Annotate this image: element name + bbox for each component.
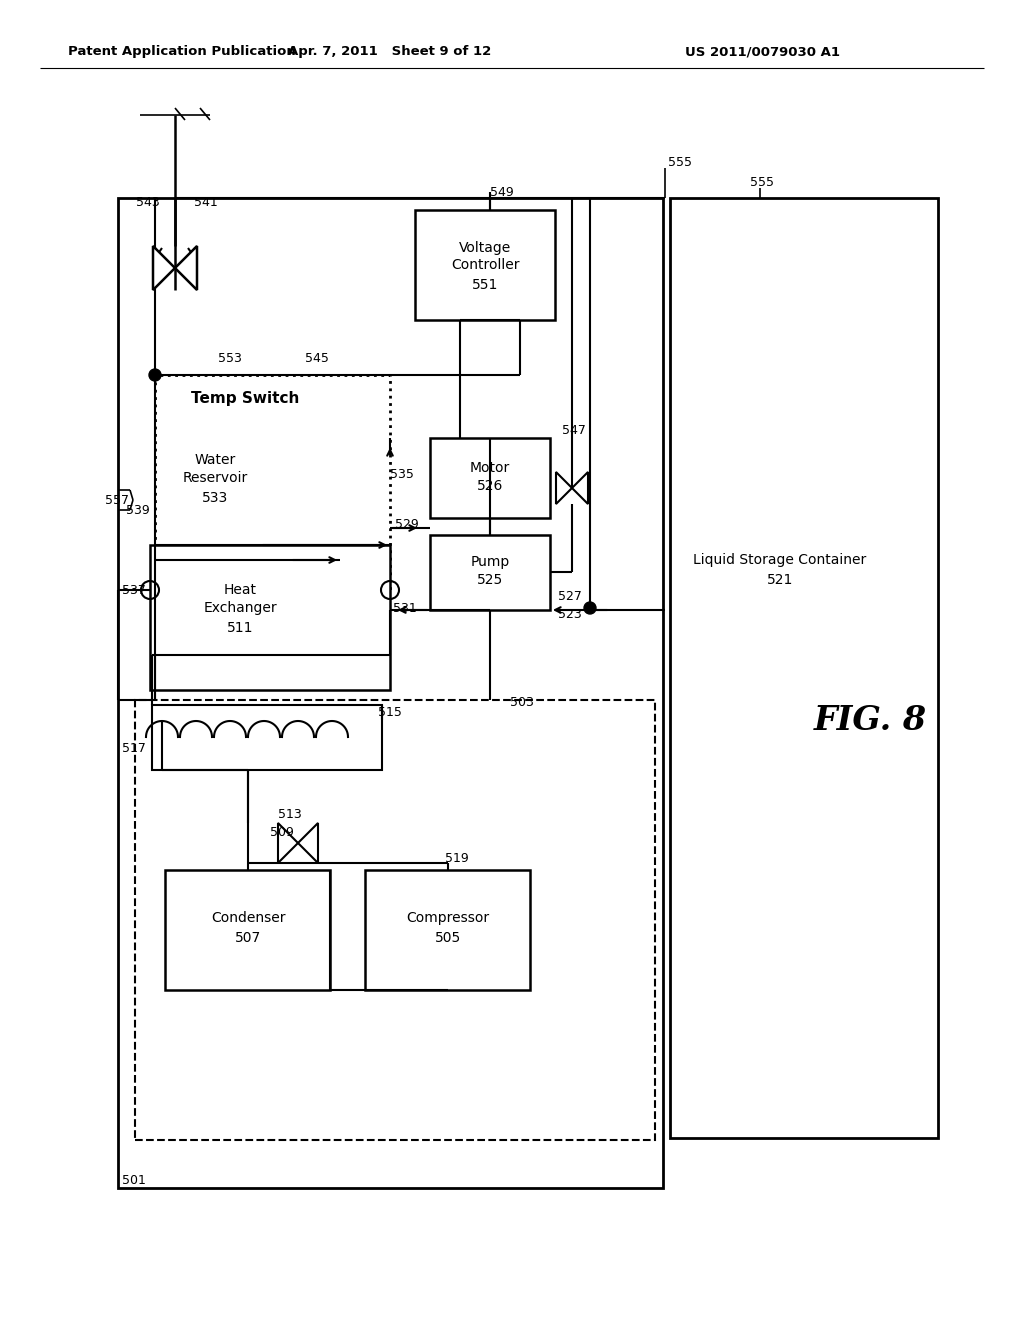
Text: 526: 526 bbox=[477, 479, 503, 492]
Text: 531: 531 bbox=[393, 602, 417, 615]
Text: 555: 555 bbox=[750, 176, 774, 189]
Polygon shape bbox=[175, 246, 197, 290]
Text: 501: 501 bbox=[122, 1173, 145, 1187]
Text: Exchanger: Exchanger bbox=[203, 601, 276, 615]
Bar bbox=[430, 438, 550, 517]
Text: Apr. 7, 2011   Sheet 9 of 12: Apr. 7, 2011 Sheet 9 of 12 bbox=[289, 45, 492, 58]
Text: 503: 503 bbox=[510, 697, 534, 710]
Text: 547: 547 bbox=[562, 424, 586, 437]
Text: 513: 513 bbox=[278, 808, 302, 821]
Text: 535: 535 bbox=[390, 469, 414, 482]
Text: Patent Application Publication: Patent Application Publication bbox=[68, 45, 296, 58]
Circle shape bbox=[150, 370, 161, 381]
Text: 523: 523 bbox=[558, 607, 582, 620]
Text: Pump: Pump bbox=[470, 554, 510, 569]
Circle shape bbox=[584, 602, 596, 614]
Bar bbox=[365, 870, 530, 990]
Bar bbox=[135, 700, 655, 1140]
Text: 557: 557 bbox=[105, 494, 129, 507]
Text: Controller: Controller bbox=[451, 257, 519, 272]
Text: 517: 517 bbox=[122, 742, 145, 755]
Text: FIG. 8: FIG. 8 bbox=[813, 704, 927, 737]
Polygon shape bbox=[556, 473, 572, 504]
Text: 553: 553 bbox=[218, 351, 242, 364]
Text: 527: 527 bbox=[558, 590, 582, 602]
Text: Reservoir: Reservoir bbox=[182, 471, 248, 484]
Bar bbox=[670, 198, 938, 1138]
Text: 539: 539 bbox=[126, 503, 150, 516]
Polygon shape bbox=[298, 822, 318, 863]
Text: 537: 537 bbox=[122, 583, 145, 597]
Text: Condenser: Condenser bbox=[211, 911, 286, 925]
Text: 543: 543 bbox=[136, 195, 160, 209]
Text: 555: 555 bbox=[668, 157, 692, 169]
Bar bbox=[118, 198, 663, 1188]
Bar bbox=[150, 545, 390, 690]
Text: 551: 551 bbox=[472, 279, 499, 292]
Text: Motor: Motor bbox=[470, 461, 510, 475]
Text: 525: 525 bbox=[477, 573, 503, 587]
Text: 549: 549 bbox=[490, 186, 514, 198]
Text: 545: 545 bbox=[305, 351, 329, 364]
Text: 529: 529 bbox=[395, 519, 419, 532]
Text: Water: Water bbox=[195, 453, 236, 467]
Text: 509: 509 bbox=[270, 825, 294, 838]
Text: Temp Switch: Temp Switch bbox=[190, 391, 299, 405]
Polygon shape bbox=[278, 822, 298, 863]
Bar bbox=[155, 375, 390, 590]
Polygon shape bbox=[572, 473, 588, 504]
Text: 519: 519 bbox=[445, 851, 469, 865]
Polygon shape bbox=[153, 246, 175, 290]
Text: Liquid Storage Container: Liquid Storage Container bbox=[693, 553, 866, 568]
Text: 507: 507 bbox=[234, 931, 261, 945]
Bar bbox=[430, 535, 550, 610]
Bar bbox=[415, 210, 555, 319]
Text: 541: 541 bbox=[194, 195, 218, 209]
Text: 521: 521 bbox=[767, 573, 794, 587]
Bar bbox=[152, 705, 382, 770]
Text: 511: 511 bbox=[226, 620, 253, 635]
Bar bbox=[165, 870, 330, 990]
Text: Compressor: Compressor bbox=[407, 911, 489, 925]
Text: 505: 505 bbox=[435, 931, 461, 945]
Text: US 2011/0079030 A1: US 2011/0079030 A1 bbox=[685, 45, 840, 58]
Text: 515: 515 bbox=[378, 705, 401, 718]
Text: Heat: Heat bbox=[223, 583, 256, 597]
Text: Voltage: Voltage bbox=[459, 242, 511, 255]
Text: 533: 533 bbox=[202, 491, 228, 506]
